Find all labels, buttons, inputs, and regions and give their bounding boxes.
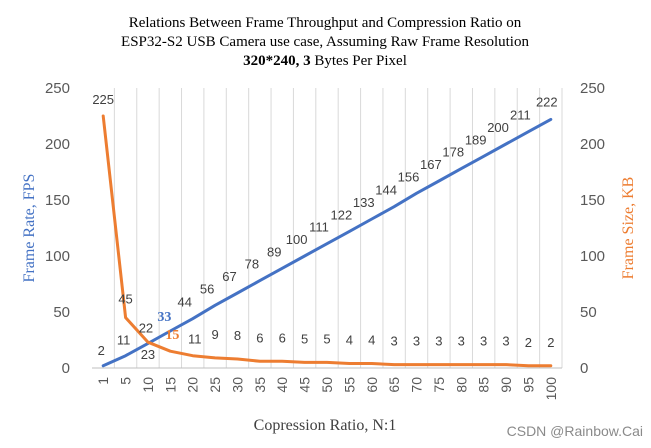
frame-size-data-label: 3 [458, 334, 465, 349]
frame-size-data-label: 4 [368, 333, 375, 348]
frame-size-data-label: 5 [301, 331, 308, 346]
frame-size-data-label: 9 [211, 327, 218, 342]
frame-size-data-label: 23 [141, 347, 155, 362]
frame-size-data-label: 3 [413, 334, 420, 349]
chart-title-line-2: ESP32-S2 USB Camera use case, Assuming R… [121, 34, 529, 50]
x-tick-label: 80 [453, 377, 469, 393]
frame-rate-data-label: 100 [286, 232, 308, 247]
x-tick-label: 25 [207, 377, 223, 393]
x-tick-label: 90 [498, 377, 514, 393]
frame-size-data-label: 15 [165, 328, 179, 343]
frame-size-data-label: 3 [391, 334, 398, 349]
x-tick-label: 10 [140, 377, 156, 393]
frame-rate-data-label: 67 [222, 269, 236, 284]
left-y-tick-label: 50 [53, 304, 70, 321]
x-tick-label: 60 [364, 377, 380, 393]
x-tick-label: 15 [162, 377, 178, 393]
x-tick-label: 30 [229, 377, 245, 393]
chart-title-line-3-bold: 320*240, 3 [243, 53, 311, 69]
frame-rate-data-label: 33 [157, 310, 171, 325]
frame-rate-data-label: 211 [510, 108, 531, 123]
frame-size-line [101, 114, 553, 368]
chart-title-line-3-rest: Bytes Per Pixel [311, 53, 407, 69]
frame-rate-data-label: 167 [420, 157, 442, 172]
frame-size-data-label: 6 [256, 330, 263, 345]
frame-size-data-label: 5 [323, 331, 330, 346]
left-y-tick-label: 150 [45, 192, 70, 209]
frame-rate-line [101, 117, 553, 368]
frame-rate-data-label: 156 [398, 169, 420, 184]
frame-rate-data-label: 200 [487, 120, 509, 135]
x-tick-label: 40 [274, 377, 290, 393]
frame-rate-data-label: 2 [98, 343, 105, 358]
frame-size-data-label: 6 [279, 330, 286, 345]
frame-rate-data-label: 111 [309, 220, 329, 235]
frame-rate-data-label: 122 [331, 207, 353, 222]
left-y-tick-label: 0 [62, 360, 70, 377]
frame-rate-data-label: 133 [353, 195, 375, 210]
right-y-axis-title: Frame Size, KB [620, 177, 637, 280]
frame-size-data-label: 3 [480, 334, 487, 349]
right-y-tick-label: 200 [580, 136, 605, 153]
x-axis-ticks: 1 5 10 15 20 25 30 35 40 45 50 55 60 65 70 75 80 85 90 95 10… [95, 377, 559, 401]
left-y-axis-ticks: 0 50 100 150 200 250 [45, 80, 70, 377]
x-tick-label: 85 [476, 377, 492, 393]
chart-title-line-1: Relations Between Frame Throughput and C… [129, 15, 522, 31]
frame-size-data-label: 2 [547, 335, 554, 350]
frame-size-data-label: 225 [92, 92, 114, 107]
x-tick-label: 55 [341, 377, 357, 393]
frame-rate-data-label: 178 [442, 145, 464, 160]
frame-rate-data-label: 144 [375, 183, 397, 198]
chart-series [101, 114, 553, 368]
x-tick-label: 50 [319, 377, 335, 393]
frame-size-data-label: 45 [118, 292, 132, 307]
x-tick-label: 95 [520, 377, 536, 393]
frame-rate-data-label: 11 [117, 333, 131, 348]
frame-rate-data-label: 44 [177, 295, 191, 310]
frame-rate-data-label: 56 [200, 281, 214, 296]
frame-rate-data-label: 89 [267, 244, 281, 259]
left-y-tick-label: 100 [45, 248, 70, 265]
x-tick-label: 45 [297, 377, 313, 393]
x-tick-label: 65 [386, 377, 402, 393]
frame-size-data-label: 2 [525, 335, 532, 350]
x-tick-label: 100 [543, 377, 559, 401]
x-tick-label: 1 [95, 377, 111, 385]
right-y-tick-label: 50 [580, 304, 597, 321]
right-y-axis-ticks: 0 50 100 150 200 250 [580, 80, 605, 377]
frame-size-data-label: 8 [234, 328, 241, 343]
frame-rate-data-label: 78 [245, 257, 259, 272]
frame-rate-data-label: 22 [139, 320, 153, 335]
frame-size-data-label: 11 [188, 332, 202, 347]
left-y-tick-label: 200 [45, 136, 70, 153]
right-y-tick-label: 100 [580, 248, 605, 265]
frame-rate-data-label: 222 [536, 94, 558, 109]
frame-size-data-label: 4 [346, 333, 353, 348]
frame-rate-data-label: 189 [465, 132, 487, 147]
chart-title-line-3: 320*240, 3 Bytes Per Pixel [243, 53, 407, 69]
left-y-axis-title: Frame Rate, FPS [21, 174, 38, 283]
watermark: CSDN @Rainbow.Cai [507, 423, 643, 439]
right-y-tick-label: 0 [580, 360, 588, 377]
data-labels: 2112233445667788910011112213314415616717… [92, 92, 557, 362]
frame-size-data-label: 3 [435, 334, 442, 349]
right-y-tick-label: 250 [580, 80, 605, 97]
frame-size-data-label: 3 [502, 334, 509, 349]
left-y-tick-label: 250 [45, 80, 70, 97]
right-y-tick-label: 150 [580, 192, 605, 209]
x-tick-label: 5 [118, 377, 134, 385]
x-tick-label: 75 [431, 377, 447, 393]
vertical-gridlines [113, 88, 563, 368]
x-tick-label: 35 [252, 377, 268, 393]
x-tick-label: 70 [409, 377, 425, 393]
x-axis-title: Copression Ratio, N:1 [254, 417, 397, 434]
x-tick-label: 20 [185, 377, 201, 393]
